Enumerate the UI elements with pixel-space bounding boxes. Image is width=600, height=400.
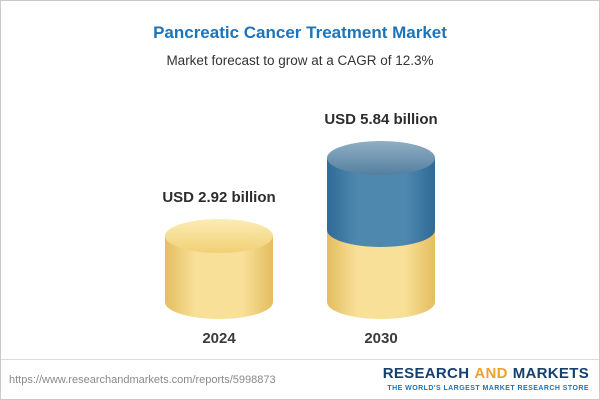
logo-word-research: RESEARCH — [382, 365, 470, 383]
bar-column-2030: USD 5.84 billion 2030 — [321, 111, 441, 347]
logo-word-and: AND — [474, 365, 508, 383]
report-url: https://www.researchandmarkets.com/repor… — [9, 373, 276, 386]
logo-word-markets: MARKETS — [512, 365, 589, 383]
chart-title: Pancreatic Cancer Treatment Market — [153, 23, 447, 42]
logo-wordmark: RESEARCH AND MARKETS — [383, 366, 589, 383]
value-label-2024: USD 2.92 billion — [162, 189, 276, 206]
bar-2024-top-cap — [165, 219, 273, 253]
footer-bar: https://www.researchandmarkets.com/repor… — [1, 359, 599, 399]
category-label-2030: 2030 — [364, 330, 398, 347]
bar-cylinder-2030 — [327, 141, 435, 319]
logo-tagline: THE WORLD'S LARGEST MARKET RESEARCH STOR… — [387, 384, 589, 392]
researchandmarkets-logo: RESEARCH AND MARKETS THE WORLD'S LARGEST M… — [383, 366, 589, 392]
category-label-2024: 2024 — [202, 330, 236, 347]
chart-plot-area: USD 2.92 billion 2024 USD 5.84 billion 2… — [1, 111, 599, 347]
value-label-2030: USD 5.84 billion — [324, 111, 438, 128]
bar-2030-top-cap — [327, 141, 435, 175]
chart-subtitle: Market forecast to grow at a CAGR of 12.… — [166, 53, 434, 68]
bar-cylinder-2024 — [165, 219, 273, 319]
bar-column-2024: USD 2.92 billion 2024 — [159, 189, 279, 347]
